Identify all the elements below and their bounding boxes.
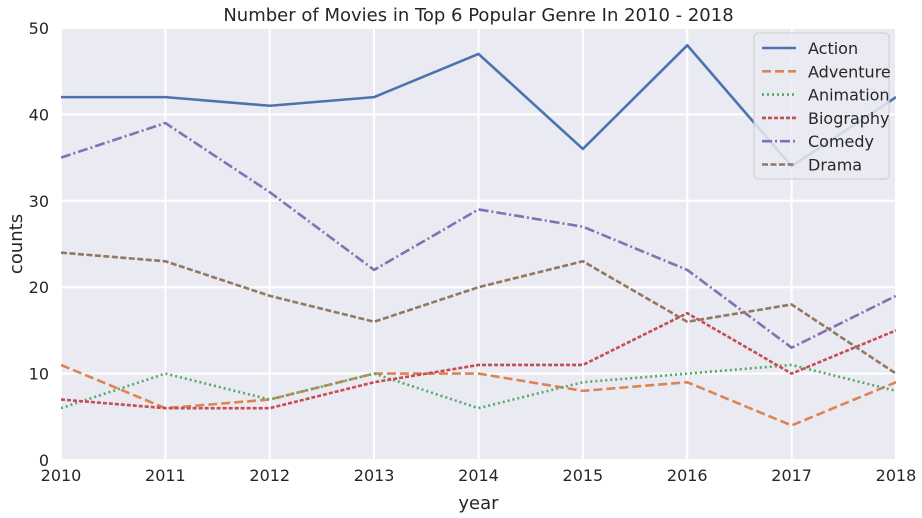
legend-label: Action [808,39,858,58]
y-tick-label: 50 [29,19,49,38]
tick-labels: 2010 2011 2012 2013 2014 2015 2016 2017 2018 0 10 2… [29,19,917,485]
x-tick-label: 2010 [41,466,82,485]
series-line-biography [61,311,896,410]
series-line-adventure [61,363,896,427]
x-tick-label: 2014 [458,466,499,485]
x-axis-title: year [458,493,499,514]
chart-title: Number of Movies in Top 6 Popular Genre … [223,5,733,26]
y-tick-label: 20 [29,278,49,297]
y-tick-label: 0 [39,451,49,470]
legend-label: Comedy [808,132,874,151]
y-tick-label: 30 [29,192,49,211]
legend: Action Adventure Animation Biography Comedy D… [753,32,891,180]
x-tick-label: 2017 [771,466,812,485]
x-tick-label: 2018 [876,466,917,485]
y-tick-label: 10 [29,365,49,384]
y-axis-title: counts [6,214,27,274]
legend-label: Adventure [808,62,891,81]
x-tick-label: 2012 [249,466,290,485]
x-tick-label: 2016 [667,466,708,485]
legend-label: Animation [808,86,890,105]
x-tick-label: 2011 [145,466,186,485]
x-tick-label: 2015 [563,466,604,485]
series-line-drama [61,251,896,375]
legend-label: Drama [808,156,862,175]
legend-label: Biography [808,109,890,128]
series-line-comedy [61,121,896,349]
x-tick-label: 2013 [354,466,395,485]
y-tick-label: 40 [29,105,49,124]
series-line-animation [61,363,896,410]
